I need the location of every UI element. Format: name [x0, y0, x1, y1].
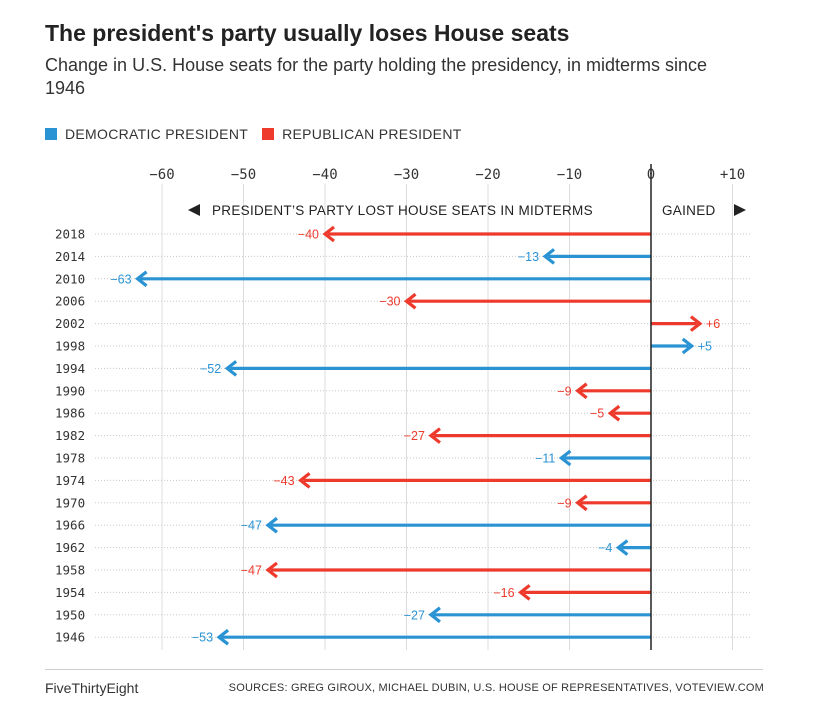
- year-label: 1970: [55, 495, 85, 510]
- arrowhead-1998: [681, 337, 695, 355]
- x-tick-label: −10: [557, 167, 582, 183]
- year-label: 2006: [55, 294, 85, 309]
- lost-annotation: PRESIDENT’S PARTY LOST HOUSE SEATS IN MI…: [212, 203, 593, 218]
- arrowhead-1986: [607, 404, 621, 422]
- value-label-2002: +6: [706, 317, 720, 331]
- arrowhead-2006: [403, 292, 417, 310]
- year-label: 2018: [55, 227, 85, 242]
- value-label-1950: −27: [404, 608, 425, 622]
- arrowhead-1954: [517, 584, 531, 601]
- arrowhead-1978: [558, 449, 572, 467]
- footer-divider: [45, 669, 763, 670]
- value-label-2014: −13: [518, 250, 539, 264]
- year-label: 1950: [55, 607, 85, 622]
- year-label: 1954: [55, 585, 85, 600]
- value-label-1962: −4: [598, 541, 612, 555]
- year-label: 1978: [55, 451, 85, 466]
- x-tick-label: −30: [394, 167, 419, 183]
- chart-subtitle: Change in U.S. House seats for the party…: [45, 55, 708, 98]
- source-note: SOURCES: GREG GIROUX, MICHAEL DUBIN, U.S…: [228, 682, 764, 694]
- arrowhead-1982: [428, 427, 441, 444]
- year-label: 1990: [55, 383, 85, 398]
- arrowhead-1950: [428, 606, 441, 624]
- arrowhead-1946: [216, 628, 230, 646]
- value-label-1970: −9: [557, 496, 571, 510]
- legend-swatch-republican: [262, 128, 275, 140]
- arrowhead-1974: [297, 472, 311, 489]
- year-label: 1994: [55, 361, 85, 376]
- brand-name: FiveThirtyEight: [45, 680, 139, 696]
- value-label-1990: −9: [557, 384, 571, 398]
- legend: DEMOCRATIC PRESIDENT REPUBLICAN PRESIDEN…: [45, 126, 476, 142]
- x-tick-label: −60: [149, 167, 174, 183]
- value-label-2018: −40: [298, 228, 319, 242]
- arrowhead-1970: [575, 494, 588, 512]
- value-label-1974: −43: [273, 474, 294, 488]
- legend-label-democratic: DEMOCRATIC PRESIDENT: [65, 126, 249, 142]
- value-label-1998: +5: [698, 340, 712, 354]
- x-tick-label: −40: [312, 167, 337, 183]
- arrowhead-2002: [689, 315, 703, 332]
- year-label: 1962: [55, 540, 85, 555]
- arrowhead-1958: [265, 561, 278, 579]
- legend-label-republican: REPUBLICAN PRESIDENT: [282, 126, 462, 142]
- year-label: 1982: [55, 428, 85, 443]
- arrowhead-2010: [134, 270, 148, 288]
- year-label: 2014: [55, 249, 85, 264]
- arrowhead-2018: [322, 225, 335, 243]
- year-label: 1986: [55, 406, 85, 421]
- legend-item-democratic: DEMOCRATIC PRESIDENT: [45, 126, 248, 142]
- arrowhead-1962: [615, 539, 629, 556]
- gained-arrow-icon: [734, 204, 746, 216]
- year-label: 1998: [55, 339, 85, 354]
- year-label: 1974: [55, 473, 85, 488]
- arrowhead-2014: [542, 248, 556, 265]
- value-label-1978: −11: [535, 452, 555, 466]
- value-label-1954: −16: [493, 586, 514, 600]
- value-label-1966: −47: [241, 519, 262, 533]
- year-label: 1958: [55, 563, 85, 578]
- year-label: 2010: [55, 271, 85, 286]
- value-label-1982: −27: [404, 429, 425, 443]
- legend-item-republican: REPUBLICAN PRESIDENT: [262, 126, 461, 142]
- year-label: 1946: [55, 630, 85, 645]
- x-tick-label: −20: [475, 167, 500, 183]
- legend-swatch-democratic: [45, 128, 57, 140]
- value-label-1946: −53: [192, 631, 213, 645]
- value-label-1986: −5: [590, 407, 604, 421]
- chart-title: The president's party usually loses Hous…: [45, 20, 570, 46]
- value-label-1994: −52: [200, 362, 221, 376]
- value-label-1958: −47: [241, 564, 262, 578]
- arrowhead-1994: [224, 360, 238, 377]
- x-tick-label: +10: [720, 167, 745, 183]
- arrowhead-1966: [265, 516, 278, 534]
- arrowhead-1990: [575, 382, 588, 400]
- gained-annotation: GAINED: [662, 203, 716, 218]
- value-label-2006: −30: [379, 295, 400, 309]
- year-label: 1966: [55, 518, 85, 533]
- x-tick-label: −50: [231, 167, 256, 183]
- value-label-2010: −63: [110, 272, 131, 286]
- year-label: 2002: [55, 316, 85, 331]
- lost-arrow-icon: [188, 204, 200, 216]
